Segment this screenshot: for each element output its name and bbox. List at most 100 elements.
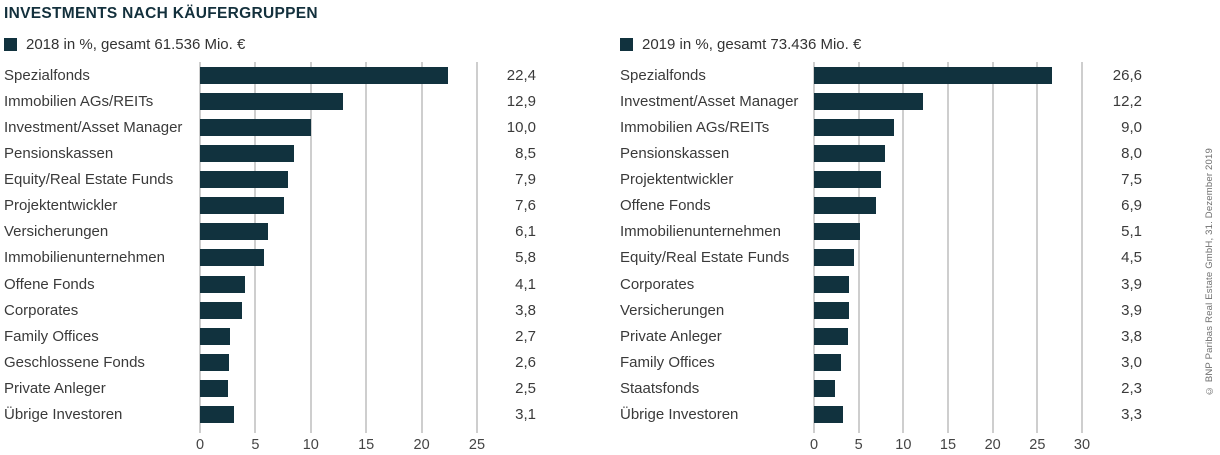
value-label: 2,6	[515, 353, 536, 371]
bar-track	[200, 249, 477, 267]
bar	[814, 171, 881, 189]
bar	[200, 353, 229, 371]
bar-track	[200, 380, 477, 398]
bar-track	[814, 223, 1082, 241]
bar-row: Offene Fonds 6,9	[620, 193, 1142, 219]
bar-row: Family Offices 3,0	[620, 349, 1142, 375]
bar	[200, 66, 449, 84]
bar-row: Immobilien AGs/REITs 9,0	[620, 114, 1142, 140]
axis-tick-label: 10	[895, 437, 912, 453]
bar-track	[814, 92, 1082, 110]
value-label: 8,5	[515, 144, 536, 162]
value-label: 3,3	[1121, 406, 1142, 424]
value-label: 9,0	[1121, 118, 1142, 136]
value-label: 26,6	[1112, 66, 1142, 84]
value-label: 22,4	[506, 66, 536, 84]
category-label: Equity/Real Estate Funds	[620, 249, 790, 267]
bar-track	[814, 118, 1082, 136]
category-label: Family Offices	[620, 353, 715, 371]
bar-row: Immobilienunternehmen 5,1	[620, 219, 1142, 245]
bar-track	[814, 197, 1082, 215]
bar-rows: Spezialfonds 22,4 Immobilien AGs/REITs 12,9…	[4, 62, 536, 428]
axis-tick-label: 20	[413, 437, 430, 453]
bar-row: Projektentwickler 7,5	[620, 167, 1142, 193]
axis-tick-label: 15	[358, 437, 375, 453]
bar-row: Equity/Real Estate Funds 4,5	[620, 245, 1142, 271]
bar	[200, 275, 246, 293]
value-label: 3,9	[1121, 275, 1142, 293]
category-label: Spezialfonds	[620, 66, 706, 84]
bar-track	[814, 275, 1082, 293]
value-label: 7,9	[515, 171, 536, 189]
category-label: Private Anleger	[4, 380, 106, 398]
bar	[814, 301, 849, 319]
bar-track	[814, 66, 1082, 84]
bar-track	[200, 353, 477, 371]
axis-tick-label: 25	[468, 437, 486, 453]
bar-row: Pensionskassen 8,0	[620, 140, 1142, 166]
value-label: 3,0	[1121, 353, 1142, 371]
axis-tick-label: 30	[1073, 437, 1091, 453]
value-label: 4,1	[515, 275, 536, 293]
legend-label: 2019 in %, gesamt 73.436 Mio. €	[642, 35, 862, 53]
value-label: 12,2	[1112, 92, 1142, 110]
bar-row: Übrige Investoren 3,3	[620, 402, 1142, 428]
category-label: Private Anleger	[620, 327, 722, 345]
value-label: 4,5	[1121, 249, 1142, 267]
bar	[200, 223, 268, 241]
category-label: Corporates	[620, 275, 695, 293]
category-label: Staatsfonds	[620, 380, 700, 398]
bar-row: Spezialfonds 22,4	[4, 62, 536, 88]
bar-row: Immobilien AGs/REITs 12,9	[4, 88, 536, 114]
axis-tick-label: 5	[251, 437, 260, 453]
bar-track	[814, 144, 1082, 162]
value-label: 7,6	[515, 197, 536, 215]
bar-row: Geschlossene Fonds 2,6	[4, 349, 536, 375]
bar-track	[200, 144, 477, 162]
bar-row: Private Anleger 3,8	[620, 323, 1142, 349]
bar-row: Investment/Asset Manager 12,2	[620, 88, 1142, 114]
bar	[814, 144, 886, 162]
category-label: Immobilien AGs/REITs	[620, 118, 770, 136]
bar-track	[200, 118, 477, 136]
bar-track	[200, 197, 477, 215]
bar-track	[814, 406, 1082, 424]
value-label: 7,5	[1121, 171, 1142, 189]
category-label: Projektentwickler	[620, 171, 734, 189]
category-label: Pensionskassen	[620, 144, 730, 162]
category-label: Übrige Investoren	[620, 406, 739, 424]
bar-row: Equity/Real Estate Funds 7,9	[4, 167, 536, 193]
value-label: 3,9	[1121, 301, 1142, 319]
bar-row: Versicherungen 6,1	[4, 219, 536, 245]
bar-track	[200, 327, 477, 345]
category-label: Investment/Asset Manager	[4, 118, 183, 136]
bar-track	[814, 301, 1082, 319]
bar-row: Corporates 3,9	[620, 271, 1142, 297]
x-axis: 0 5 10 15 20 25 30	[810, 437, 1090, 453]
bar-track	[200, 406, 477, 424]
bar	[814, 92, 923, 110]
bar	[200, 249, 265, 267]
bar-row: Immobilienunternehmen 5,8	[4, 245, 536, 271]
bar	[814, 66, 1052, 84]
bar-track	[814, 380, 1082, 398]
bar-row: Staatsfonds 2,3	[620, 376, 1142, 402]
bar-row: Investment/Asset Manager 10,0	[4, 114, 536, 140]
legend-2019: 2019 in %, gesamt 73.436 Mio. €	[620, 35, 862, 53]
bar	[200, 197, 285, 215]
axis-tick-label: 10	[302, 437, 319, 453]
axis-tick-label: 0	[195, 437, 205, 453]
bar	[814, 275, 849, 293]
category-label: Pensionskassen	[4, 144, 114, 162]
page-title: INVESTMENTS NACH KÄUFERGRUPPEN	[4, 5, 318, 22]
bar-row: Versicherungen 3,9	[620, 297, 1142, 323]
axis-tick-label: 20	[984, 437, 1001, 453]
legend-swatch-icon	[4, 37, 17, 51]
category-label: Versicherungen	[4, 223, 109, 241]
bar	[814, 353, 841, 371]
axis-tick-label: 0	[809, 437, 819, 453]
bar	[200, 301, 243, 319]
category-label: Immobilienunternehmen	[4, 249, 165, 267]
category-label: Geschlossene Fonds	[4, 353, 145, 371]
